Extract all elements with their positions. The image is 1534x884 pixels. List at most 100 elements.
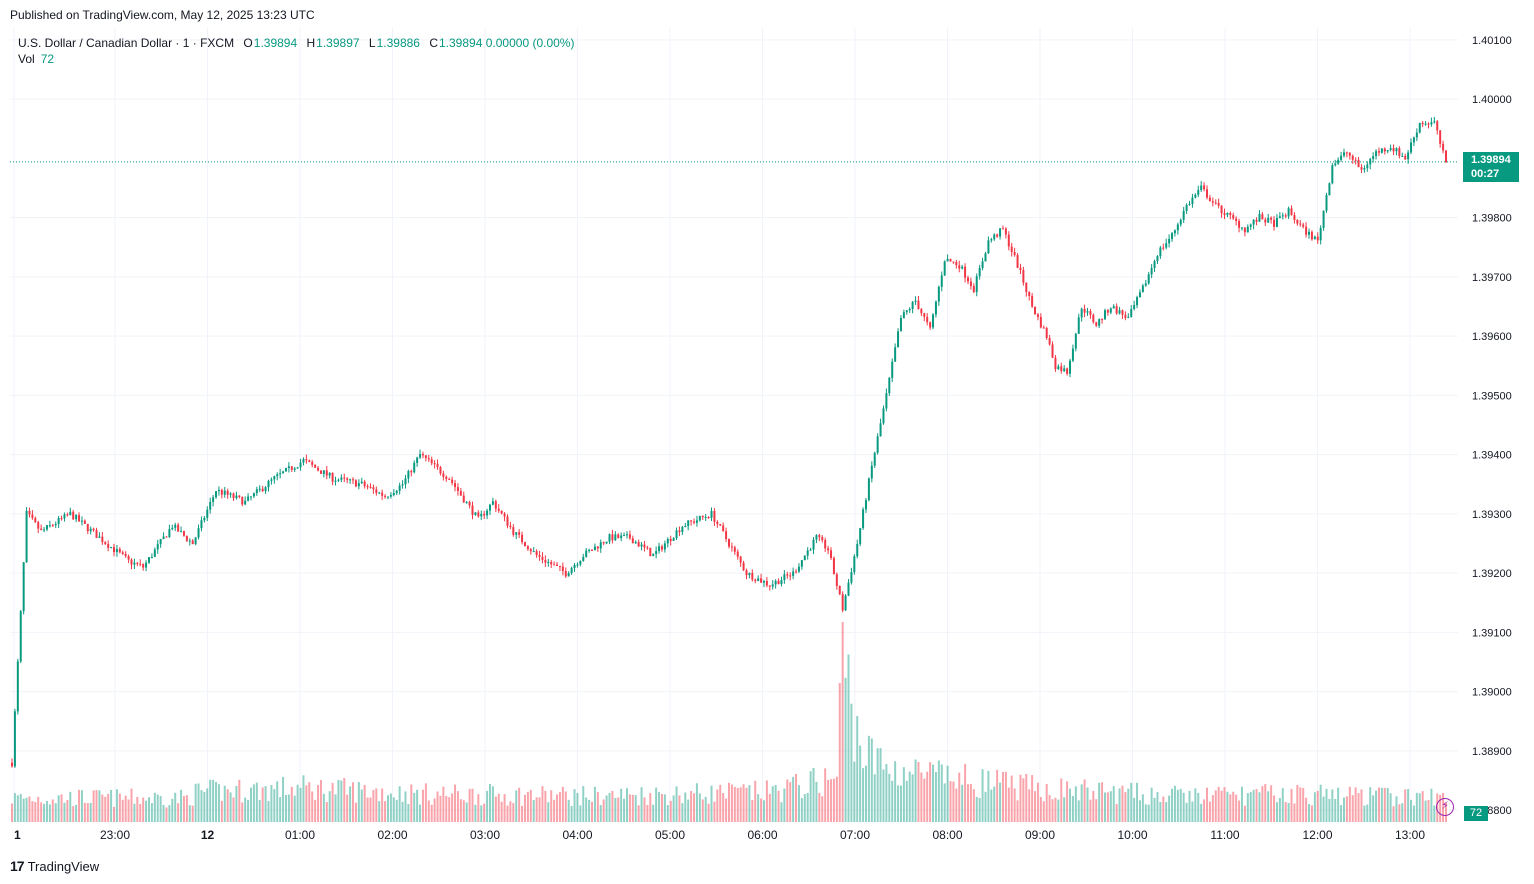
candle-body — [558, 565, 561, 567]
volume-bar — [1258, 792, 1261, 822]
volume-bar — [553, 799, 556, 822]
candle-body — [115, 549, 118, 553]
volume-bar — [346, 794, 349, 822]
published-note: Published on TradingView.com, May 12, 20… — [10, 8, 315, 22]
candle-body — [666, 538, 669, 544]
volume-bar — [978, 797, 981, 822]
candle-body — [474, 512, 477, 515]
candle-body — [1095, 322, 1098, 326]
volume-bar — [1141, 794, 1144, 822]
candle-body — [984, 253, 987, 262]
volume-bar — [1310, 805, 1313, 822]
volume-bar — [1217, 786, 1220, 822]
candle-body — [45, 525, 48, 530]
candle-body — [477, 512, 480, 517]
candle-body — [40, 528, 43, 531]
candle-body — [136, 562, 139, 564]
volume-bar — [500, 801, 503, 822]
volume-bar — [1375, 790, 1378, 822]
candle-body — [975, 276, 978, 293]
volume-bar — [899, 785, 902, 822]
volume-bar — [1013, 788, 1016, 822]
volume-bar — [177, 803, 180, 822]
volume-bars — [11, 622, 1447, 822]
time-tick-label: 02:00 — [377, 828, 407, 842]
volume-bar — [742, 784, 745, 822]
candle-body — [1439, 130, 1442, 144]
candle-body — [305, 459, 308, 461]
candle-body — [1369, 158, 1372, 165]
volume-bar — [238, 779, 241, 822]
candle-body — [177, 524, 180, 532]
candle-body — [28, 510, 31, 515]
candle-body — [331, 473, 334, 482]
candle-body — [468, 502, 471, 506]
volume-bar — [669, 800, 672, 822]
candle-body — [113, 547, 116, 553]
volume-bar — [113, 806, 116, 822]
volume-bar — [1112, 786, 1115, 822]
volume-bar — [1267, 791, 1270, 822]
candle-body — [182, 531, 185, 536]
low-label: L — [368, 36, 376, 50]
volume-bar — [1208, 801, 1211, 822]
candle-body — [824, 540, 827, 549]
candle-body — [413, 462, 416, 473]
volume-bar — [762, 800, 765, 822]
lightning-icon[interactable]: ⚡ — [1436, 798, 1454, 816]
volume-bar — [1010, 775, 1013, 822]
volume-bar — [107, 793, 110, 822]
volume-bar — [1103, 792, 1106, 822]
candle-body — [241, 496, 244, 505]
symbol-title[interactable]: U.S. Dollar / Canadian Dollar · 1 · FXCM — [18, 36, 235, 50]
candle-body — [104, 542, 107, 544]
volume-bar — [582, 786, 585, 822]
candle-body — [710, 510, 713, 518]
candle-body — [1299, 223, 1302, 225]
volume-bar — [115, 789, 118, 822]
candle-body — [739, 556, 742, 563]
candle-body — [401, 484, 404, 486]
volume-bar — [1115, 804, 1118, 822]
candle-body — [1101, 319, 1104, 321]
volume-bar — [949, 781, 952, 822]
volume-bar — [302, 775, 305, 822]
candle-body — [171, 527, 174, 530]
candle-body — [451, 479, 454, 483]
volume-bar — [459, 799, 462, 822]
volume-bar — [905, 780, 908, 822]
volume-bar — [844, 677, 847, 822]
time-axis[interactable]: 1 23:00 12 01:00 02:00 03:00 04:00 05:00 06:00 07… — [14, 828, 1425, 842]
candle-body — [1025, 282, 1028, 293]
candle-body — [110, 547, 113, 549]
candle-body — [1377, 151, 1380, 153]
volume-bar — [1130, 782, 1133, 822]
candle-body — [967, 277, 969, 282]
candle-body — [247, 496, 250, 501]
volume-bar — [174, 792, 177, 822]
candle-body — [302, 459, 305, 463]
candle-body — [623, 535, 626, 537]
volume-bar — [357, 782, 360, 822]
volume-label[interactable]: Vol — [18, 52, 35, 66]
volume-bar — [182, 796, 185, 822]
candle-body — [894, 347, 897, 362]
volume-bar — [165, 807, 168, 822]
candle-body — [684, 526, 687, 528]
candle-body — [133, 562, 136, 565]
volume-bar — [261, 787, 264, 822]
candle-body — [999, 228, 1002, 237]
volume-bar — [352, 782, 355, 822]
candle-body — [494, 501, 497, 509]
volume-bar — [322, 793, 325, 822]
candle-body — [19, 611, 22, 662]
candle-body — [1342, 152, 1345, 156]
volume-bar — [153, 792, 156, 822]
volume-bar — [1345, 796, 1348, 822]
volume-bar — [299, 787, 302, 822]
volume-bar — [1270, 785, 1273, 822]
candle-body — [841, 594, 844, 611]
candle-body — [728, 538, 730, 547]
tradingview-brand[interactable]: 17 TradingView — [10, 858, 99, 874]
